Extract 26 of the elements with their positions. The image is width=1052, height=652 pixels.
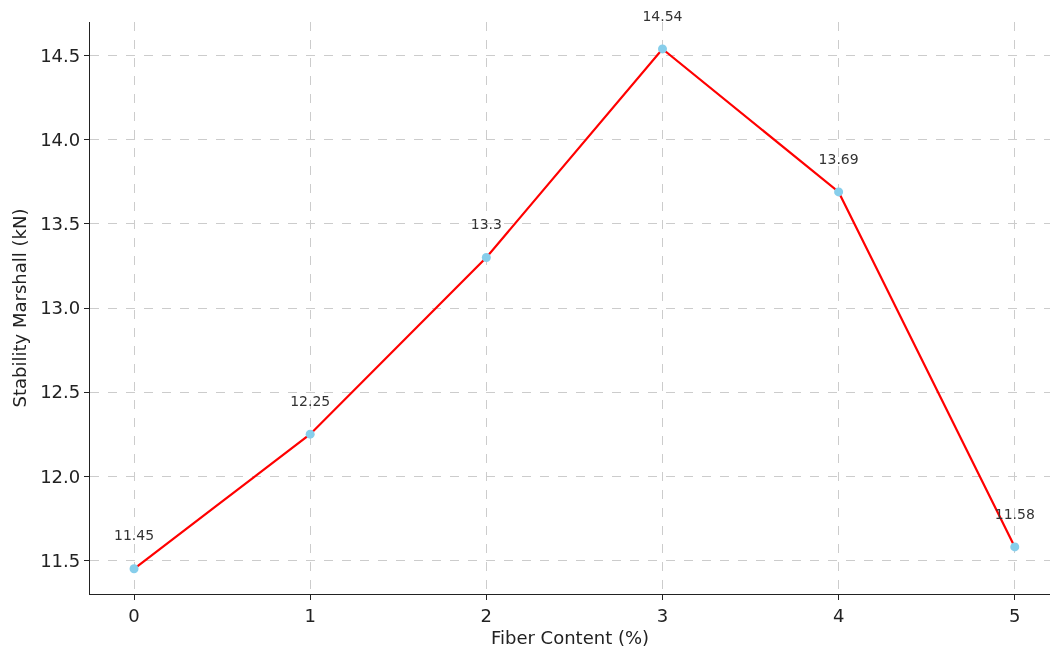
x-tick-label: 3 bbox=[656, 604, 669, 626]
y-tick-label: 14.5 bbox=[40, 44, 81, 66]
x-tick-label: 1 bbox=[304, 604, 316, 626]
y-tick-label: 13.5 bbox=[40, 213, 81, 235]
x-tick-label: 5 bbox=[1009, 604, 1021, 626]
x-tick-label: 4 bbox=[832, 604, 845, 626]
point bbox=[481, 253, 491, 263]
y-tick-label: 12.0 bbox=[40, 465, 81, 487]
data-label: 12.25 bbox=[290, 392, 331, 409]
x-axis-title: Fiber Content (%) bbox=[490, 626, 650, 648]
point bbox=[657, 44, 667, 54]
y-tick-label: 13.0 bbox=[40, 297, 81, 319]
point bbox=[305, 429, 315, 439]
data-label: 13.3 bbox=[470, 216, 502, 233]
point bbox=[129, 564, 139, 574]
data-label: 13.69 bbox=[818, 150, 859, 167]
point bbox=[834, 187, 844, 197]
y-tick-label: 11.5 bbox=[40, 549, 81, 571]
point bbox=[1010, 542, 1020, 552]
y-tick-label: 12.5 bbox=[40, 381, 81, 403]
data-label: 11.45 bbox=[113, 527, 155, 544]
y-tick-label: 14.0 bbox=[40, 129, 81, 151]
y-axis-title: Stability Marshall (kN) bbox=[9, 208, 31, 408]
data-label: 14.54 bbox=[642, 7, 683, 24]
x-tick-label: 0 bbox=[128, 604, 140, 626]
x-tick-label: 2 bbox=[480, 604, 493, 626]
